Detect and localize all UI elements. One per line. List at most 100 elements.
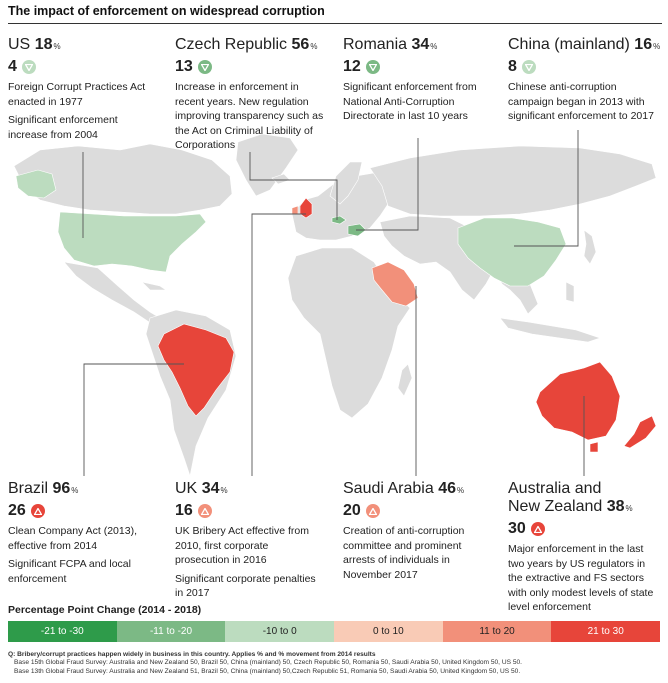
- country-name-text: Czech Republic: [175, 36, 288, 53]
- legend-item: 11 to 20: [442, 621, 552, 642]
- legend-item: 0 to 10: [334, 621, 443, 642]
- change-row: 30: [508, 520, 660, 538]
- country-block-saudi: Saudi Arabia 46% 20 Creation of anti-cor…: [343, 480, 483, 582]
- percent-unit: %: [430, 42, 438, 51]
- country-name: New Zealand 38%: [508, 498, 660, 518]
- us-shape: [57, 211, 207, 273]
- down-arrow-icon: [197, 60, 212, 74]
- legend-item: -11 to -20: [116, 621, 226, 642]
- japan-shape: [583, 229, 597, 265]
- percent-unit: %: [53, 42, 61, 51]
- country-name-text: US: [8, 36, 31, 53]
- australia-shape: [535, 361, 621, 441]
- up-arrow-icon: [30, 504, 45, 518]
- legend-title: Percentage Point Change (2014 - 2018): [8, 604, 202, 616]
- country-name-line1: Australia and: [508, 480, 602, 497]
- base-note-2014: Base 13th Global Fraud Survey: Australia…: [14, 667, 521, 675]
- down-arrow-icon: [365, 60, 380, 74]
- country-name: China (mainland) 16%: [508, 36, 662, 56]
- country-name-line2: New Zealand: [508, 498, 603, 515]
- indonesia-shape: [499, 317, 601, 343]
- footnotes: Q: Bribery/corrupt practices happen wide…: [8, 651, 522, 676]
- country-note: Significant corporate penalties in 2017: [175, 572, 316, 600]
- country-name: Czech Republic 56%: [175, 36, 330, 56]
- change-row: 12: [343, 58, 483, 76]
- country-value: 34: [411, 36, 430, 53]
- tasmania-shape: [589, 441, 599, 453]
- change-value: 8: [508, 58, 517, 75]
- scandinavia-shape: [329, 161, 363, 205]
- country-value: 46: [438, 480, 456, 497]
- caribbean-shape: [141, 281, 167, 291]
- percent-unit: %: [310, 42, 318, 51]
- legend: -21 to -30 -11 to -20 -10 to 0 0 to 10 1…: [8, 621, 661, 642]
- percent-unit: %: [220, 486, 228, 495]
- change-value: 30: [508, 520, 526, 537]
- country-name: UK 34%: [175, 480, 320, 500]
- country-value: 38: [606, 498, 625, 515]
- madagascar-shape: [397, 363, 413, 397]
- country-note: UK Bribery Act effective from 2010, firs…: [175, 525, 310, 566]
- country-name-text: China (mainland): [508, 36, 630, 53]
- up-arrow-icon: [197, 504, 212, 518]
- ireland-shape: [291, 205, 299, 215]
- change-value: 16: [175, 502, 193, 519]
- country-name-text: Romania: [343, 36, 408, 53]
- change-value: 12: [343, 58, 361, 75]
- up-arrow-icon: [365, 504, 380, 518]
- country-value: 56: [291, 36, 310, 53]
- country-block-china: China (mainland) 16% 8 Chinese anti-corr…: [508, 36, 662, 124]
- saudi-shape: [371, 261, 419, 307]
- country-block-australia: Australia and New Zealand 38% 30 Major e…: [508, 480, 660, 615]
- brazil-connector: [83, 363, 184, 476]
- change-row: 16: [175, 502, 320, 520]
- country-name-text: UK: [175, 480, 198, 497]
- china-shape: [457, 217, 567, 287]
- change-row: 13: [175, 58, 330, 76]
- legend-item: 21 to 30: [551, 621, 661, 642]
- country-block-czech: Czech Republic 56% 13 Increase in enforc…: [175, 36, 330, 153]
- change-row: 26: [8, 502, 158, 520]
- up-arrow-icon: [530, 522, 545, 536]
- country-value: 18: [34, 36, 53, 53]
- change-row: 20: [343, 502, 483, 520]
- alaska-shape: [15, 169, 57, 199]
- philippines-shape: [565, 281, 575, 303]
- title-divider: [8, 23, 662, 24]
- country-note: Chinese anti-corruption campaign began i…: [508, 81, 654, 122]
- country-block-brazil: Brazil 96% 26 Clean Company Act (2013), …: [8, 480, 158, 586]
- romania-connector: [356, 138, 419, 231]
- legend-item: -10 to 0: [225, 621, 335, 642]
- country-block-uk: UK 34% 16 UK Bribery Act effective from …: [175, 480, 320, 601]
- down-arrow-icon: [521, 60, 536, 74]
- country-value: 34: [201, 480, 220, 497]
- country-name-text: Saudi Arabia: [343, 480, 434, 497]
- new-zealand-shape: [623, 415, 657, 449]
- country-block-us: US 18% 4 Foreign Corrupt Practices Act e…: [8, 36, 148, 142]
- country-note: Significant FCPA and local enforcement: [8, 558, 131, 585]
- change-value: 20: [343, 502, 361, 519]
- country-note: Creation of anti-corruption committee an…: [343, 525, 465, 581]
- country-note: Increase in enforcement in recent years.…: [175, 81, 324, 151]
- change-row: 8: [508, 58, 662, 76]
- change-row: 4: [8, 58, 148, 76]
- change-value: 4: [8, 58, 17, 75]
- russia-shape: [369, 145, 657, 217]
- country-name: Brazil 96%: [8, 480, 158, 500]
- percent-unit: %: [625, 504, 633, 513]
- country-name: Saudi Arabia 46%: [343, 480, 483, 500]
- china-connector: [514, 130, 579, 247]
- czech-shape: [331, 215, 347, 225]
- page-title: The impact of enforcement on widespread …: [8, 4, 325, 18]
- survey-question: Q: Bribery/corrupt practices happen wide…: [8, 651, 376, 658]
- legend-item: -21 to -30: [8, 621, 117, 642]
- change-value: 26: [8, 502, 26, 519]
- change-value: 13: [175, 58, 193, 75]
- canada-shape: [13, 143, 233, 215]
- country-name-text: Brazil: [8, 480, 49, 497]
- percent-unit: %: [456, 486, 465, 495]
- africa-shape: [287, 247, 411, 419]
- uk-connector: [251, 213, 306, 476]
- country-value: 16: [634, 36, 653, 53]
